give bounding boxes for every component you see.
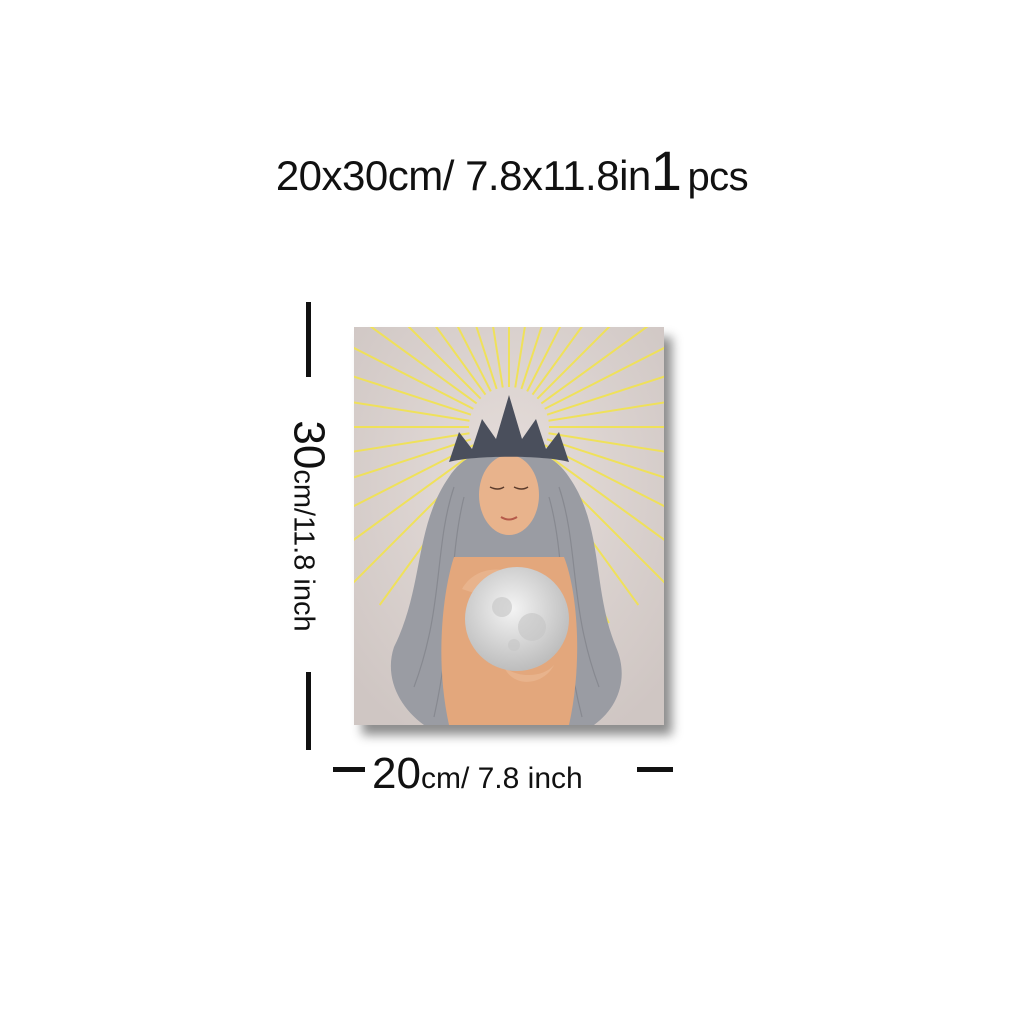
sun-ray: [544, 444, 664, 508]
height-indicator-bottom-line: [306, 672, 311, 750]
sun-ray: [407, 327, 482, 400]
size-text: 20x30cm/ 7.8x11.8in: [275, 152, 651, 199]
sun-ray: [354, 444, 474, 508]
sun-ray: [546, 438, 664, 479]
sun-ray: [435, 327, 487, 396]
sun-ray: [354, 438, 472, 479]
sun-ray: [548, 432, 664, 453]
quantity-number: 1: [650, 139, 682, 202]
sun-ray: [526, 327, 562, 392]
sun-ray: [492, 327, 504, 388]
height-value: 30: [284, 420, 334, 470]
sun-ray: [548, 401, 664, 422]
sun-ray: [354, 346, 474, 410]
sun-ray: [540, 327, 649, 405]
lips: [500, 516, 518, 521]
moon-goddess-artwork: [354, 327, 664, 725]
full-moon-orb: [465, 567, 569, 671]
width-indicator-right-line: [637, 767, 673, 772]
sun-ray: [514, 327, 526, 388]
sun-ray: [540, 449, 664, 541]
sun-ray: [520, 327, 543, 390]
closed-eyes: [489, 486, 529, 490]
crown: [449, 395, 569, 462]
sun-ray: [354, 432, 470, 453]
sun-ray: [544, 346, 664, 410]
height-indicator-top-line: [306, 302, 311, 377]
height-unit: cm/11.8 inch: [287, 469, 320, 632]
sun-ray: [531, 327, 583, 396]
sun-ray: [354, 449, 478, 541]
sun-ray: [536, 327, 611, 400]
sun-ray: [475, 327, 498, 390]
canvas-print: [354, 327, 664, 725]
sun-ray: [354, 375, 472, 416]
sun-ray: [354, 401, 470, 422]
product-size-title: 20x30cm/ 7.8x11.8in1 pcs: [0, 138, 1024, 203]
quantity-unit: pcs: [687, 155, 749, 199]
width-indicator-left-line: [333, 767, 365, 772]
sun-ray: [369, 327, 478, 405]
sun-ray: [546, 375, 664, 416]
width-unit: cm/ 7.8 inch: [420, 762, 583, 795]
sun-ray: [456, 327, 492, 392]
lower-hand: [504, 665, 554, 682]
face: [479, 455, 539, 535]
width-dimension-label: 20cm/ 7.8 inch: [372, 752, 583, 801]
width-value: 20: [372, 749, 421, 798]
